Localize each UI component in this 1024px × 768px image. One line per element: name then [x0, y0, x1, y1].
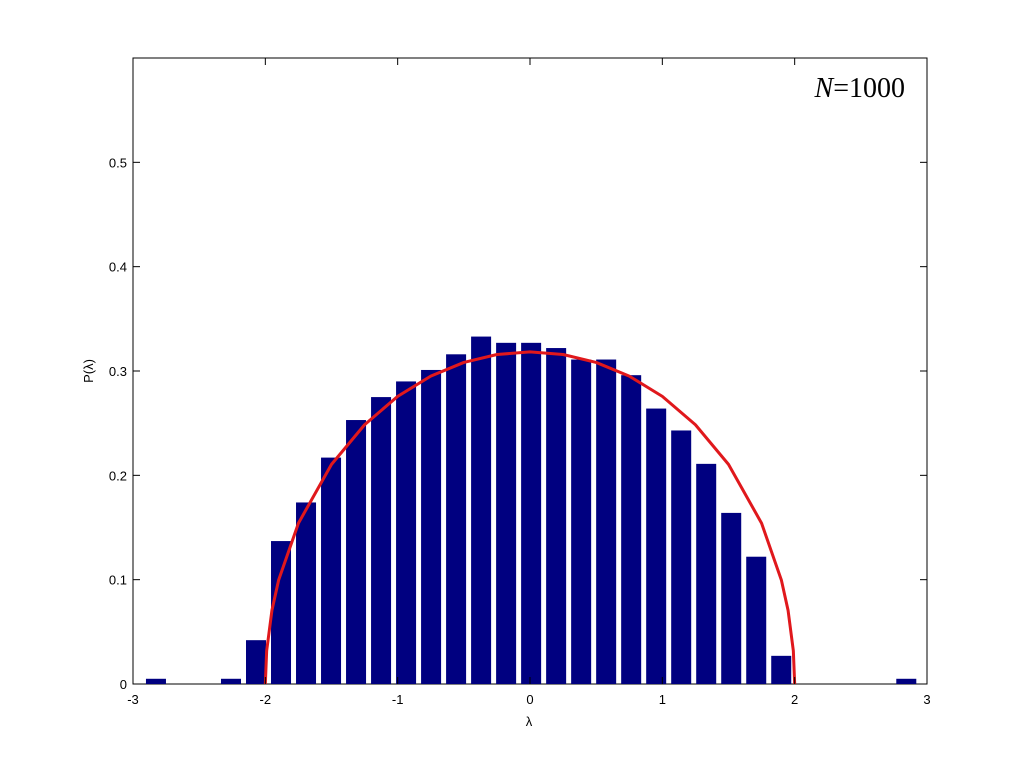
- y-tick-label: 0.2: [109, 468, 127, 483]
- x-tick-label: 1: [659, 692, 666, 707]
- bar: [396, 381, 417, 684]
- annotation: N=1000: [814, 73, 905, 104]
- x-tick-label: -3: [127, 692, 139, 707]
- x-tick-label: -2: [260, 692, 272, 707]
- bar: [296, 502, 317, 684]
- y-tick-label: 0.3: [109, 364, 127, 379]
- bar: [721, 512, 742, 684]
- bar: [646, 408, 667, 684]
- bar: [571, 359, 592, 684]
- x-tick-label: 3: [923, 692, 930, 707]
- density-curve: [263, 350, 797, 685]
- bar: [271, 541, 292, 684]
- bar: [145, 678, 166, 684]
- y-tick-label: 0.5: [109, 155, 127, 170]
- bar: [746, 556, 767, 684]
- bar: [220, 678, 241, 684]
- bar: [496, 342, 517, 684]
- bar: [896, 678, 917, 684]
- x-tick-label: -1: [392, 692, 404, 707]
- y-tick-label: 0.1: [109, 573, 127, 588]
- bar: [245, 640, 267, 684]
- bar: [771, 655, 792, 684]
- x-axis-label: λ: [526, 714, 533, 729]
- bar: [371, 397, 392, 684]
- bar: [596, 359, 617, 684]
- bar: [471, 336, 492, 684]
- bar: [696, 463, 717, 684]
- y-tick-label: 0: [120, 677, 127, 692]
- bar: [321, 457, 342, 684]
- bar: [346, 420, 367, 684]
- y-axis-label: P(λ): [81, 359, 96, 383]
- bar: [621, 375, 642, 684]
- bar: [521, 342, 542, 684]
- bar: [671, 430, 692, 684]
- bar: [446, 354, 467, 684]
- bar: [546, 348, 567, 684]
- x-tick-label: 0: [526, 692, 533, 707]
- x-tick-label: 2: [791, 692, 798, 707]
- bar: [421, 369, 442, 684]
- y-tick-label: 0.4: [109, 260, 127, 275]
